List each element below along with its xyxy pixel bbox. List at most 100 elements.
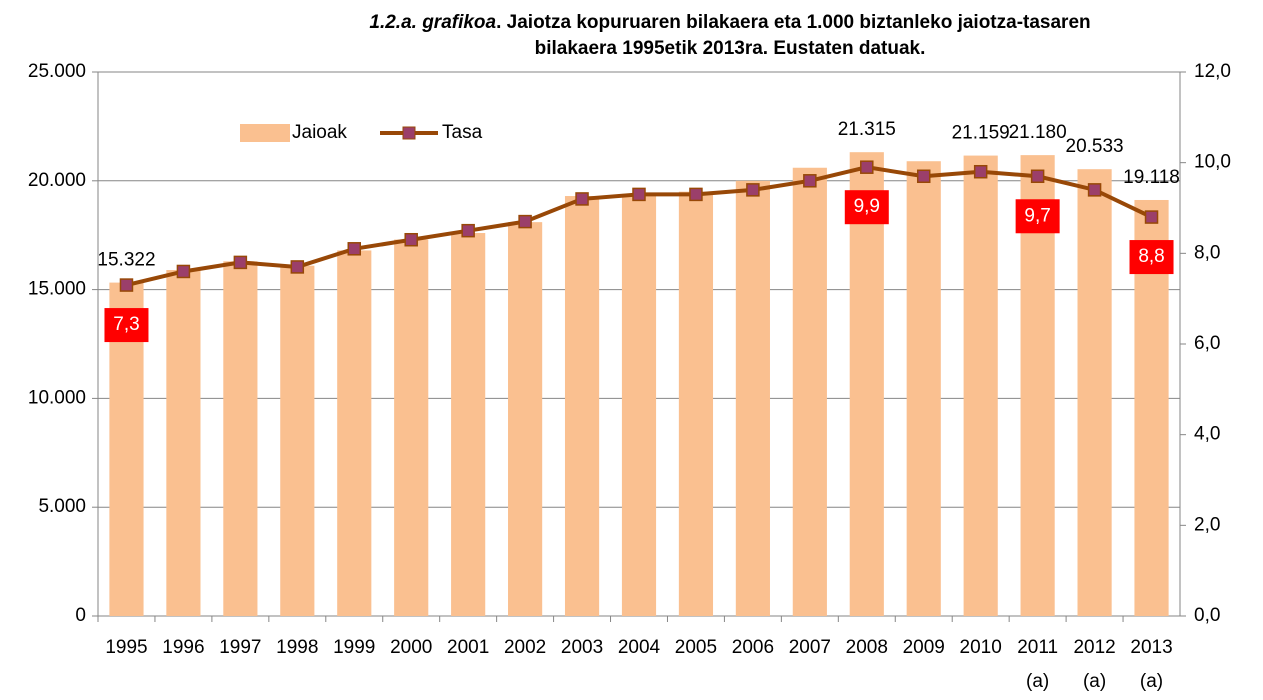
legend-label: Tasa — [442, 122, 483, 143]
marker — [632, 187, 646, 202]
x-tick-label: 2005 — [675, 637, 717, 658]
x-tick-label: 1995 — [105, 637, 147, 658]
bar — [621, 193, 657, 616]
legend-label: Jaioak — [292, 122, 347, 143]
marker — [290, 260, 305, 274]
x-tick-label: 2007 — [789, 637, 831, 658]
marker — [518, 214, 532, 229]
bar — [166, 270, 201, 616]
marker — [746, 183, 760, 197]
x-tick-label: 2000 — [390, 637, 432, 658]
line-value-label: 9,9 — [854, 196, 880, 217]
bar — [564, 196, 600, 617]
x-tick-label: 2004 — [618, 637, 661, 658]
bar-value-label: 15.322 — [97, 250, 155, 271]
y-tick-label: 15.000 — [28, 279, 86, 300]
bar — [394, 239, 429, 616]
bar — [1077, 169, 1112, 617]
bar-value-label: 20.533 — [1066, 136, 1124, 157]
legend-swatch — [240, 124, 290, 142]
bar — [963, 155, 998, 617]
bar-value-label: 21.159 — [952, 123, 1010, 144]
x-tick-label: 2006 — [732, 637, 774, 658]
x-tick-label: 1996 — [162, 637, 204, 658]
title-text: . Jaiotza kopuruaren bilakaera eta 1.000… — [496, 12, 1091, 59]
x-tick-label-line: 2004 — [618, 637, 661, 658]
bar — [849, 152, 884, 616]
x-tick-label-line: 1995 — [105, 637, 147, 658]
x-tick-label-line: (a) — [1140, 671, 1163, 692]
y-tick-label: 20.000 — [28, 170, 86, 191]
marker — [176, 264, 191, 279]
title-italic: 1.2.a. grafikoa — [369, 12, 497, 33]
legend-marker — [402, 126, 416, 140]
x-tick-label: 2002 — [504, 637, 546, 658]
marker — [347, 242, 362, 256]
y-tick-label: 5.000 — [38, 496, 86, 517]
x-tick-label: 2010 — [960, 637, 1002, 658]
bar-value-label: 19.118 — [1123, 167, 1180, 188]
x-tick-label: 1999 — [333, 637, 375, 658]
bar — [735, 180, 770, 617]
line-value-box — [104, 308, 149, 343]
bar — [792, 167, 827, 616]
marker — [689, 187, 703, 202]
marker — [575, 192, 589, 206]
x-tick-label-line: 2009 — [903, 637, 945, 658]
chart-title: 1.2.a. grafikoa. Jaiotza kopuruaren bila… — [330, 10, 1130, 62]
x-tick-label-line: 2003 — [561, 637, 603, 658]
x-tick-label: 2001 — [447, 637, 489, 658]
x-tick-label-line: 2012 — [1073, 637, 1115, 658]
x-tick-label: 1998 — [276, 637, 318, 658]
x-tick-label-line: 2007 — [789, 637, 831, 658]
x-tick-label-line: 2006 — [732, 637, 774, 658]
marker — [916, 169, 931, 184]
marker — [1144, 210, 1159, 224]
marker — [404, 232, 418, 247]
x-tick-label: 2013 (a) — [1130, 637, 1172, 692]
line-value-box — [1015, 199, 1060, 234]
x-tick-label-line: 2008 — [846, 637, 888, 658]
y2-tick-label: 12,0 — [1194, 61, 1231, 82]
x-tick-label-line: 2010 — [960, 637, 1002, 658]
x-tick-label: 2003 — [561, 637, 603, 658]
marker — [973, 164, 988, 179]
x-tick-label: 2009 — [903, 637, 945, 658]
x-tick-label: 2011 (a) — [1017, 637, 1058, 692]
marker — [1030, 169, 1045, 184]
bar-value-label: 21.180 — [1009, 122, 1067, 143]
marker — [461, 223, 475, 238]
x-tick-label-line: 2002 — [504, 637, 546, 658]
y2-tick-label: 0,0 — [1194, 605, 1220, 626]
x-tick-label: 2008 — [846, 637, 888, 658]
y-tick-label: 0 — [75, 605, 86, 626]
marker — [233, 255, 248, 270]
bar — [906, 161, 941, 616]
x-tick-label-line: 2001 — [447, 637, 489, 658]
marker — [860, 160, 874, 174]
x-tick-label-line: 1996 — [162, 637, 204, 658]
x-tick-label-line: (a) — [1026, 671, 1049, 692]
bar — [451, 233, 486, 617]
bar-value-label: 21.315 — [838, 119, 896, 140]
bar — [678, 191, 714, 616]
x-tick-label-line: 2013 — [1130, 637, 1172, 658]
line-value-label: 7,3 — [113, 314, 139, 335]
y2-tick-label: 6,0 — [1194, 333, 1220, 354]
x-tick-label-line: (a) — [1083, 671, 1106, 692]
y2-tick-label: 4,0 — [1194, 424, 1220, 445]
x-tick-label-line: 2011 — [1017, 637, 1058, 658]
line-value-box — [844, 190, 889, 225]
y-tick-label: 10.000 — [28, 387, 86, 408]
x-tick-label-line: 1998 — [276, 637, 318, 658]
y-tick-label: 25.000 — [28, 61, 86, 82]
y2-tick-label: 10,0 — [1194, 152, 1231, 173]
bar — [508, 222, 543, 617]
y2-tick-label: 8,0 — [1194, 242, 1220, 263]
x-tick-label-line: 2000 — [390, 637, 432, 658]
x-tick-label-line: 1999 — [333, 637, 375, 658]
x-tick-label: 2012 (a) — [1073, 637, 1115, 692]
line-value-box — [1129, 240, 1174, 275]
